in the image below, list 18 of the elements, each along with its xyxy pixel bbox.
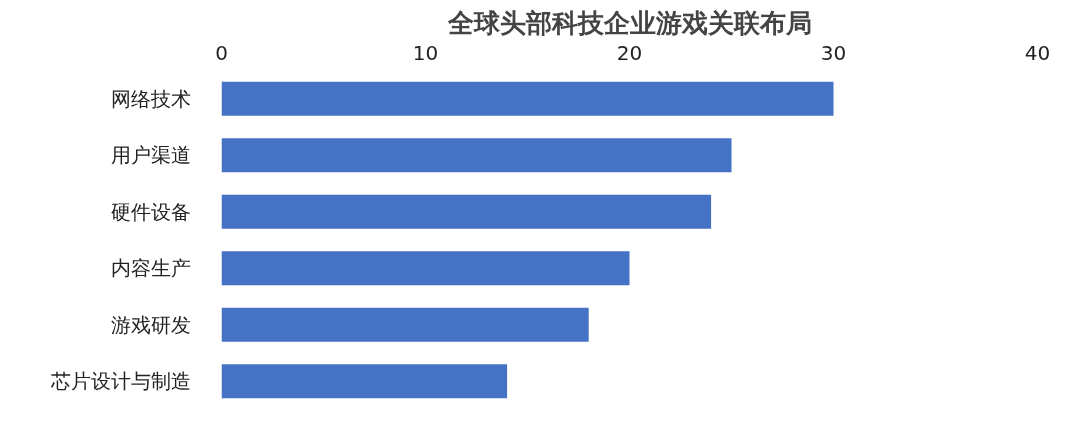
x-tick-label: 20 — [616, 40, 643, 65]
y-tick-label: 硬件设备 — [110, 199, 191, 224]
y-tick-label: 用户渠道 — [110, 143, 191, 168]
x-tick-label: 30 — [820, 40, 847, 65]
y-tick-label: 游戏研发 — [110, 312, 191, 337]
chart-title: 全球头部科技企业游戏关联布局 — [446, 7, 812, 38]
bar — [221, 251, 630, 286]
x-tick-label: 10 — [412, 40, 439, 65]
y-tick-label: 芯片设计与制造 — [49, 369, 191, 394]
x-tick-label: 40 — [1024, 40, 1051, 65]
bar — [221, 194, 712, 229]
bar — [221, 307, 589, 342]
bar — [221, 138, 732, 173]
y-tick-label: 网络技术 — [110, 86, 191, 111]
bar — [221, 364, 508, 399]
bar — [221, 81, 834, 116]
x-tick-label: 0 — [215, 40, 228, 65]
y-tick-label: 内容生产 — [110, 256, 191, 281]
